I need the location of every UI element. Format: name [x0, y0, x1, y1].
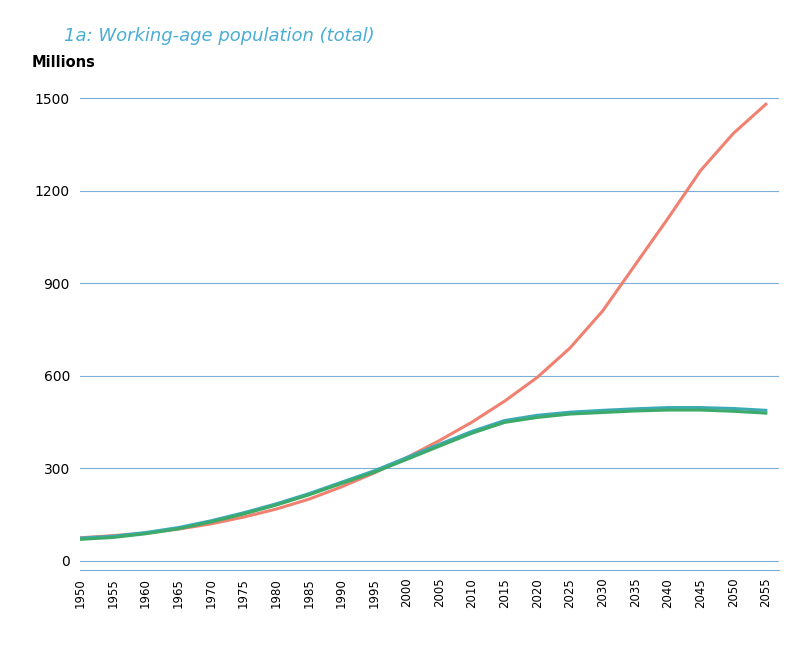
Text: 1a: Working-age population (total): 1a: Working-age population (total)	[64, 27, 375, 44]
Text: Millions: Millions	[31, 55, 95, 70]
